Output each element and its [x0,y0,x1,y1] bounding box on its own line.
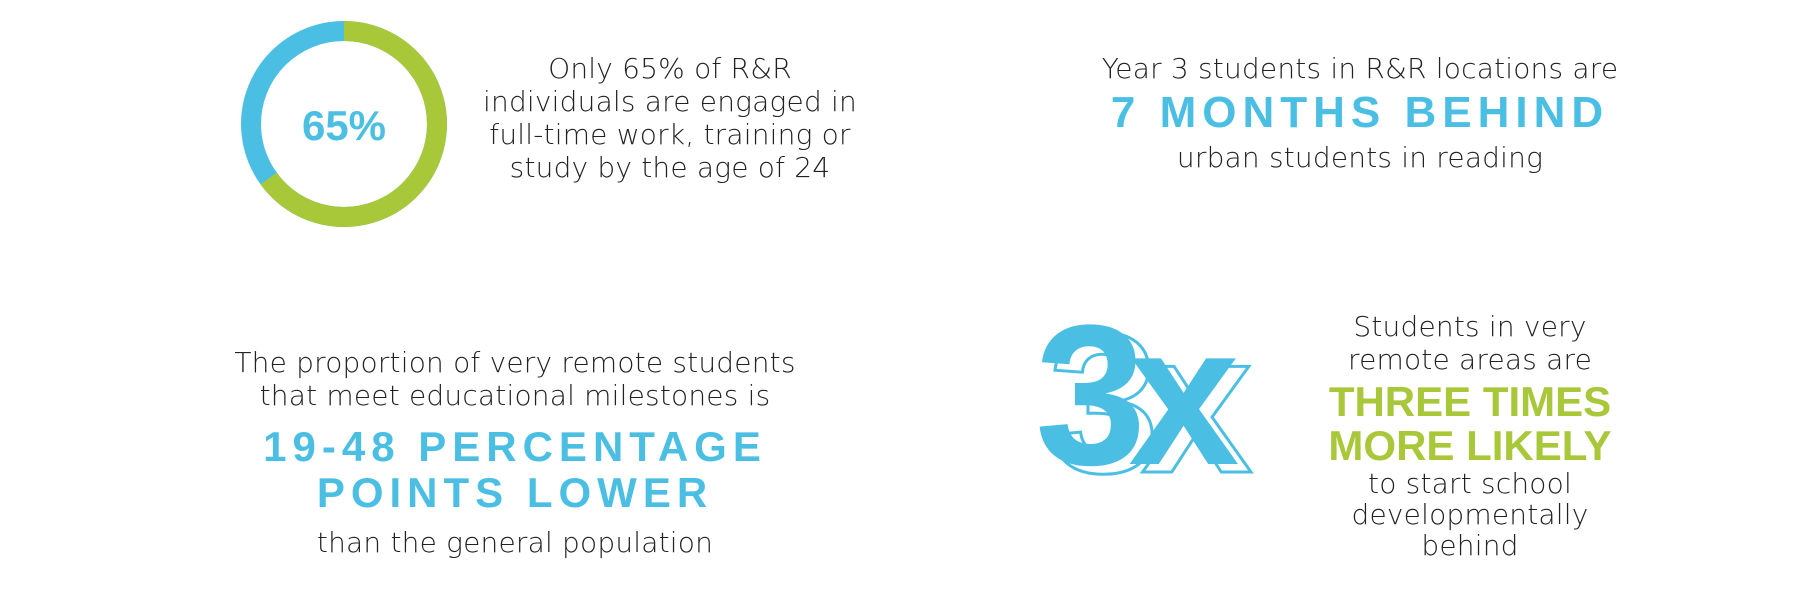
months-intro: Year 3 students in R&R locations are [1101,52,1619,85]
milestones-highlight-line: POINTS LOWER [316,469,714,516]
ring-description-line: full-time work, training or [489,118,851,151]
milestones-outro: than the general population [316,526,714,559]
stat-milestones-block: The proportion of very remote students t… [230,346,800,559]
three-x-graphic: 3x 3x [1035,310,1271,490]
ring-progress-arc [241,21,447,227]
months-highlight: 7 MONTHS BEHIND [1110,88,1610,137]
milestones-highlight-line: 19-48 PERCENTAGE [263,423,767,470]
three-times-description: Students in very remote areas are THREE … [1310,310,1630,561]
three-times-outro-line: to start school [1368,467,1572,500]
donut-ring-chart: 65% [241,21,447,227]
ring-description-line: Only 65% of R&R [548,52,792,85]
milestones-intro-line: that meet educational milestones is [259,379,771,412]
three-x-text: 3x [1035,310,1238,490]
three-times-outro-line: behind [1421,529,1519,562]
three-x-outline: 3x [1048,310,1251,490]
months-outro: urban students in reading [1176,141,1544,174]
milestones-intro-line: The proportion of very remote students [234,346,796,379]
three-times-intro-line: Students in very [1353,310,1587,343]
three-times-intro-line: remote areas are [1347,343,1593,376]
ring-description: Only 65% of R&R individuals are engaged … [460,52,880,184]
ring-description-line: individuals are engaged in [483,85,857,118]
ring-value-label: 65% [302,102,386,149]
ring-description-line: study by the age of 24 [509,151,831,184]
stat-months-block: Year 3 students in R&R locations are 7 M… [1060,52,1660,174]
three-times-highlight-line: MORE LIKELY [1328,422,1612,469]
three-times-highlight-line: THREE TIMES [1328,378,1612,425]
three-times-outro-line: developmentally [1351,498,1589,531]
